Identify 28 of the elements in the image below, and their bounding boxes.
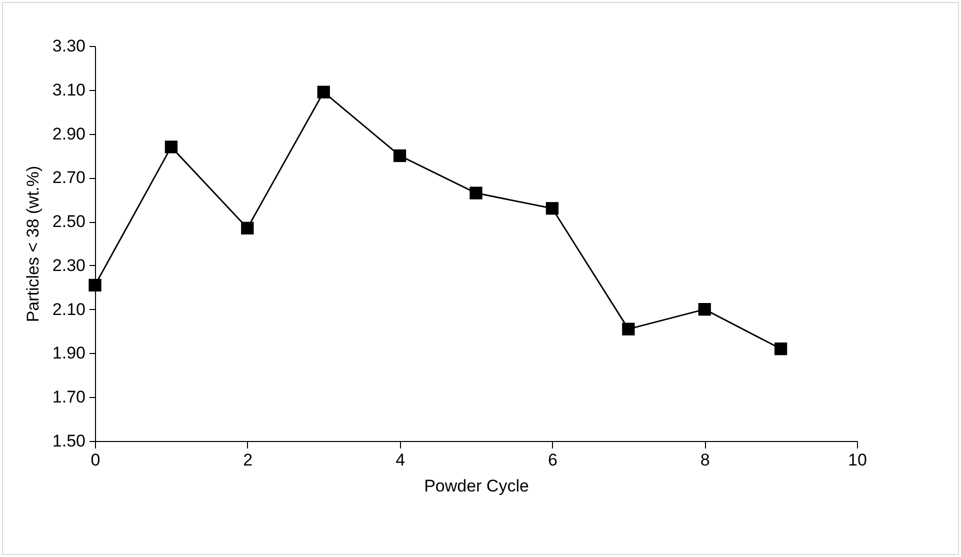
x-tick-label: 8 xyxy=(700,450,710,470)
point xyxy=(470,186,482,200)
x-tick-label: 6 xyxy=(548,450,558,470)
y-tick-label: 3.30 xyxy=(52,36,86,56)
y-tick-label: 2.90 xyxy=(52,124,86,144)
point xyxy=(317,86,330,98)
point xyxy=(546,202,559,215)
y-tick-label: 1.50 xyxy=(52,432,86,450)
x-tick-label: 0 xyxy=(90,450,100,470)
point xyxy=(88,278,102,292)
point xyxy=(393,149,406,162)
y-tick-label: 2.30 xyxy=(52,256,86,275)
point xyxy=(698,303,711,316)
x-axis-title: Powder Cycle xyxy=(424,476,529,496)
x-tick-label: 2 xyxy=(243,450,253,470)
y-tick-label: 1.90 xyxy=(52,344,86,363)
x-tick-label: 10 xyxy=(848,450,867,470)
y-tick-label: 1.70 xyxy=(52,388,86,407)
y-axis-title: Particles < 38 (wt.%) xyxy=(23,166,42,322)
point xyxy=(241,222,254,234)
y-tick-label: 2.70 xyxy=(52,168,86,188)
y-tick-label: 3.10 xyxy=(52,80,86,100)
point xyxy=(774,342,788,356)
y-tick-label: 2.10 xyxy=(52,300,86,319)
point xyxy=(622,322,635,336)
x-tick-label: 4 xyxy=(396,450,406,470)
point xyxy=(164,140,178,154)
y-tick-label: 2.50 xyxy=(52,212,86,232)
